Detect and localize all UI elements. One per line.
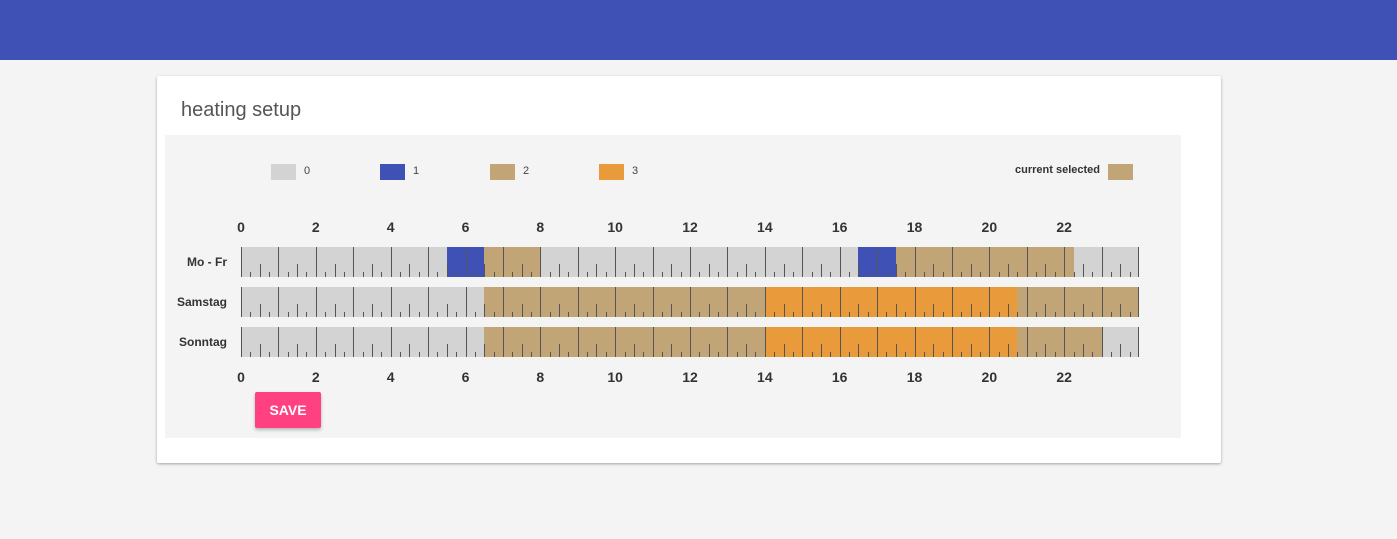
hour-axis-top: 0 2 4 6 8 10 12 14 16 18 20 22 [237, 219, 1139, 235]
day-row: Samstag [165, 287, 1181, 317]
hour-label: 6 [461, 219, 470, 235]
schedule-segment-level-1[interactable] [446, 247, 485, 277]
day-timeline[interactable] [241, 327, 1139, 357]
legend-label: 2 [523, 165, 530, 177]
schedule-segment-level-0[interactable] [241, 247, 447, 277]
schedule-segment-level-0[interactable] [1101, 327, 1139, 357]
day-label: Mo - Fr [187, 255, 227, 269]
schedule-segment-level-2[interactable] [1017, 287, 1139, 317]
hour-label: 8 [536, 369, 545, 385]
day-row: Sonntag [165, 327, 1181, 357]
schedule-segment-level-2[interactable] [1017, 327, 1102, 357]
hour-label: 10 [607, 369, 623, 385]
day-label: Samstag [176, 295, 227, 309]
hour-label: 18 [906, 219, 923, 235]
legend-swatch-level-1[interactable] [380, 164, 405, 180]
hour-label: 12 [682, 219, 698, 235]
hour-label: 0 [237, 369, 245, 385]
hour-label: 14 [757, 369, 773, 385]
hour-label: 20 [981, 219, 998, 235]
card-title: heating setup [181, 99, 302, 121]
day-timeline[interactable] [241, 287, 1139, 317]
hour-label: 0 [237, 219, 245, 235]
schedule-segment-level-1[interactable] [858, 247, 896, 277]
hour-label: 22 [1056, 219, 1072, 235]
day-row: Mo - Fr [165, 247, 1181, 277]
hour-label: 22 [1056, 369, 1072, 385]
app-bar [0, 0, 1397, 60]
hour-label: 2 [311, 369, 320, 385]
current-selected-swatch [1108, 164, 1133, 180]
legend-swatch-level-2[interactable] [490, 164, 515, 180]
hour-label: 12 [682, 369, 698, 385]
legend-label: 3 [632, 165, 639, 177]
schedule-segment-level-2[interactable] [484, 327, 765, 357]
hour-label: 2 [311, 219, 320, 235]
schedule-segment-level-0[interactable] [1073, 247, 1139, 277]
current-selected-label: current selected [1015, 164, 1100, 176]
hour-axis-bottom: 0 2 4 6 8 10 12 14 16 18 20 22 [237, 369, 1139, 385]
hour-label: 20 [981, 369, 998, 385]
hour-label: 8 [536, 219, 545, 235]
schedule-segment-level-3[interactable] [764, 287, 1018, 317]
day-label: Sonntag [179, 335, 227, 349]
schedule-segment-level-2[interactable] [895, 247, 1074, 277]
hour-label: 16 [831, 219, 848, 235]
schedule-segment-level-2[interactable] [484, 247, 541, 277]
schedule-segment-level-0[interactable] [540, 247, 859, 277]
hour-label: 14 [757, 219, 773, 235]
schedule-segment-level-3[interactable] [764, 327, 1018, 357]
hour-label: 6 [461, 369, 470, 385]
hour-label: 10 [607, 219, 623, 235]
hour-label: 4 [386, 369, 395, 385]
schedule-segment-level-0[interactable] [241, 287, 485, 317]
hour-label: 16 [831, 369, 848, 385]
hour-label: 18 [906, 369, 923, 385]
day-timeline[interactable] [241, 247, 1139, 277]
legend-label: 1 [413, 165, 420, 177]
schedule-segment-level-2[interactable] [484, 287, 765, 317]
legend-swatch-level-3[interactable] [599, 164, 624, 180]
save-button[interactable]: SAVE [255, 392, 321, 428]
schedule-segment-level-0[interactable] [241, 327, 485, 357]
hour-label: 4 [386, 219, 395, 235]
legend-swatch-level-0[interactable] [271, 164, 296, 180]
legend-label: 0 [304, 165, 311, 177]
